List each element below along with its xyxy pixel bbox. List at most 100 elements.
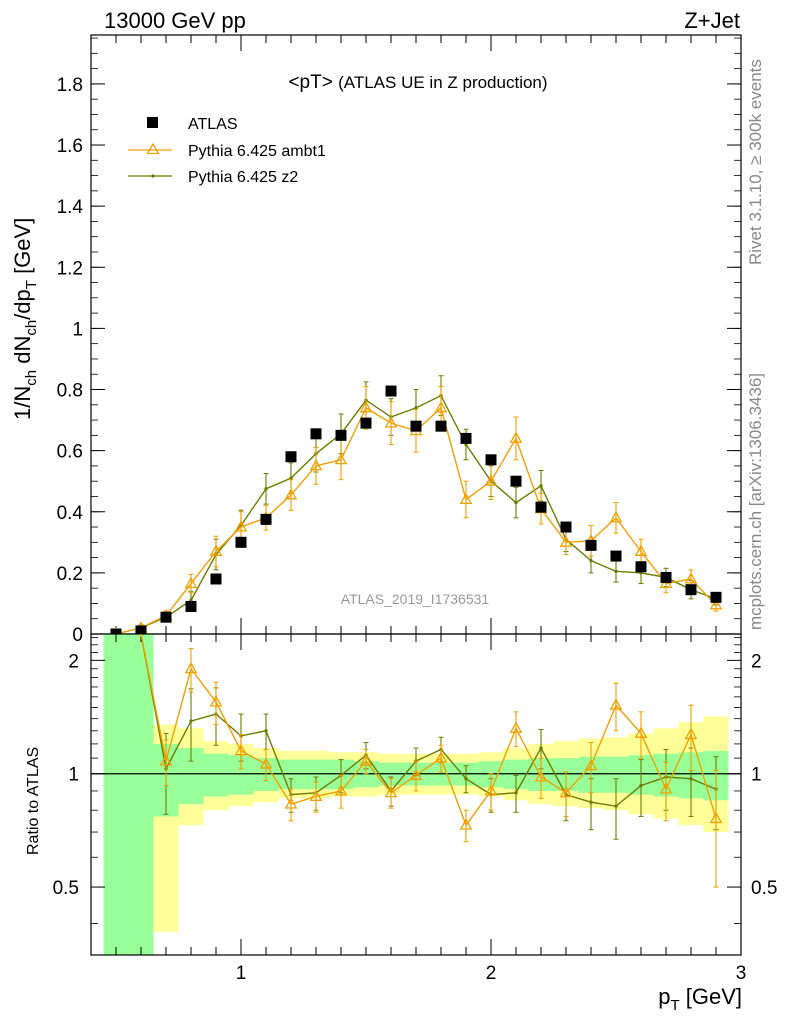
ratio-point-z2 — [614, 804, 618, 808]
atlas-data-point — [435, 420, 447, 432]
series-point-ambt1 — [609, 511, 623, 523]
series-point-ambt1 — [234, 520, 248, 532]
y-tick-label: 0.2 — [57, 564, 83, 585]
y-tick-label: 1.2 — [57, 258, 83, 279]
series-point-ambt1 — [384, 416, 398, 428]
atlas-data-point — [285, 451, 297, 463]
ratio-point-z2 — [539, 746, 543, 750]
y-axis-label: 1/Nch dNch/dpT [GeV] — [10, 218, 40, 420]
ratio-point-z2 — [639, 783, 643, 788]
ratio-line-ambt1 — [140, 634, 717, 827]
series-point-ambt1 — [184, 576, 198, 589]
legend-marker-atlas — [147, 117, 158, 128]
series-point-ambt1 — [434, 401, 448, 413]
rivet-version-label: Rivet 3.1.10, ≥ 300k events — [746, 59, 765, 265]
ratio-line-z2 — [140, 634, 717, 807]
series-point-ambt1 — [284, 488, 298, 500]
x-tick-label: 3 — [736, 963, 747, 984]
ratio-axis-label: Ratio to ATLAS — [25, 747, 42, 855]
ratio-point-ambt1 — [584, 758, 598, 771]
ratio-point-ambt1 — [434, 751, 448, 763]
series-point-ambt1 — [634, 544, 648, 556]
series-point-ambt1 — [484, 474, 498, 486]
ratio-panel: 1 2 3 0.5 0.5 1 1 2 2 — [53, 633, 777, 984]
atlas-data-point — [710, 591, 722, 603]
ratio-point-ambt1 — [609, 698, 623, 710]
x-tick-label: 2 — [486, 963, 497, 984]
ratio-point-ambt1 — [359, 754, 373, 766]
ratio-point-ambt1 — [234, 744, 248, 756]
legend-marker-z2 — [151, 174, 155, 178]
atlas-data-point — [560, 521, 572, 533]
legend-label-z2: Pythia 6.425 z2 — [188, 169, 298, 186]
ratio-point-ambt1 — [159, 754, 173, 766]
ratio-point-ambt1 — [184, 661, 198, 674]
ratio-tick-label: 1 — [68, 765, 79, 786]
legend: ATLAS Pythia 6.425 ambt1 Pythia 6.425 z2 — [128, 116, 326, 186]
ratio-point-ambt1 — [259, 757, 273, 769]
atlas-data-point — [335, 429, 347, 441]
y-tick-label: 1 — [72, 319, 83, 340]
band-inner-bin — [203, 753, 229, 797]
atlas-data-point — [210, 573, 222, 585]
analysis-watermark: ATLAS_2019_I1736531 — [341, 591, 490, 607]
series-point-ambt1 — [334, 452, 348, 465]
series-point-ambt1 — [209, 544, 223, 556]
atlas-data-point — [160, 611, 172, 623]
series-point-ambt1 — [509, 431, 523, 443]
ratio-point-ambt1 — [409, 768, 423, 780]
atlas-data-point — [110, 628, 122, 634]
ratio-tick-label-right: 0.5 — [751, 878, 777, 899]
series-point-z2 — [289, 476, 293, 480]
atlas-data-point — [610, 550, 622, 562]
ratio-data — [140, 634, 723, 888]
atlas-data-point — [385, 385, 397, 397]
ratio-point-ambt1 — [709, 811, 723, 824]
main-panel: 0 0.2 0.4 0.6 0.8 1 1.2 1.4 1.6 1.8 — [57, 34, 742, 646]
ratio-point-ambt1 — [634, 726, 648, 738]
ratio-point-ambt1 — [334, 784, 348, 796]
ratio-point-ambt1 — [684, 727, 698, 740]
ratio-tick-label: 0.5 — [53, 878, 79, 899]
series-point-ambt1 — [309, 459, 323, 471]
ratio-point-ambt1 — [534, 770, 548, 782]
atlas-data-point — [485, 454, 497, 466]
atlas-data-point — [635, 561, 647, 573]
atlas-data-point — [310, 428, 322, 440]
ratio-tick-label: 2 — [68, 651, 79, 672]
main-data — [110, 375, 723, 634]
band-inner-bin — [103, 634, 154, 955]
ratio-point-ambt1 — [659, 782, 673, 794]
y-tick-label: 1.6 — [57, 136, 83, 157]
y-tick-label: 1.4 — [57, 197, 84, 218]
atlas-data-point — [585, 539, 597, 551]
plot-title-sub: (ATLAS UE in Z production) — [338, 73, 547, 92]
series-point-z2 — [539, 484, 543, 488]
plot-title: <pT> (ATLAS UE in Z production) — [288, 72, 547, 93]
legend-label-ambt1: Pythia 6.425 ambt1 — [188, 143, 326, 160]
atlas-data-point — [185, 600, 197, 612]
plot-title-main: <pT> — [288, 72, 332, 93]
x-axis-label: pT [GeV] — [658, 984, 742, 1014]
atlas-data-point — [260, 513, 272, 525]
series-point-ambt1 — [359, 401, 373, 413]
ratio-point-ambt1 — [309, 789, 323, 801]
ratio-point-z2 — [589, 800, 593, 804]
atlas-data-point — [235, 536, 247, 548]
y-tick-label: 1.8 — [57, 75, 83, 96]
atlas-data-point — [360, 417, 372, 429]
ratio-point-ambt1 — [509, 721, 523, 733]
series-point-z2 — [264, 487, 268, 491]
x-tick-label: 1 — [236, 963, 247, 984]
y-tick-label: 0 — [72, 625, 83, 646]
ratio-point-ambt1 — [284, 797, 298, 809]
atlas-data-point — [535, 501, 547, 513]
ratio-point-ambt1 — [209, 695, 223, 707]
energy-label: 13000 GeV pp — [104, 8, 246, 33]
series-point-z2 — [514, 500, 518, 505]
series-point-z2 — [614, 569, 618, 574]
ratio-tick-label-right: 2 — [751, 651, 762, 672]
ratio-point-z2 — [689, 776, 693, 781]
series-point-ambt1 — [709, 598, 723, 610]
